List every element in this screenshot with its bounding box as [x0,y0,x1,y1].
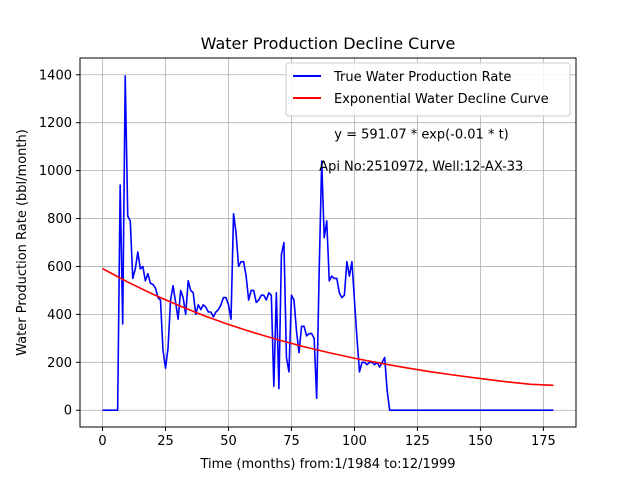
y-tick-label: 1000 [39,164,72,179]
fit-equation-annotation: y = 591.07 * exp(-0.01 * t) [334,128,508,143]
x-tick-label: 0 [98,434,106,449]
y-tick-label: 1400 [39,68,72,83]
x-tick-label: 125 [405,434,430,449]
x-tick-label: 50 [220,434,237,449]
axis-ticks: 0 25 50 75 100 125 150 175 0 200 400 600 800 1000 1200… [39,68,556,449]
y-tick-label: 200 [47,356,72,371]
y-tick-label: 600 [47,260,72,275]
x-tick-label: 150 [468,434,493,449]
chart-title: Water Production Decline Curve [201,34,456,53]
y-tick-label: 1200 [39,116,72,131]
legend-label-decline-curve: Exponential Water Decline Curve [334,92,549,107]
series-decline-curve-line [102,267,554,387]
y-tick-label: 400 [47,308,72,323]
y-tick-label: 800 [47,212,72,227]
y-tick-label: 0 [64,404,72,419]
series-true-rate-line [102,75,554,412]
grid [80,58,576,427]
legend: True Water Production Rate Exponential W… [285,62,571,117]
well-id-annotation: Api No:2510972, Well:12-AX-33 [319,160,523,175]
x-tick-label: 75 [283,434,300,449]
x-axis-label: Time (months) from:1/1984 to:12/1999 [199,457,455,472]
x-tick-label: 175 [531,434,556,449]
legend-box [285,62,571,117]
series-layer [102,75,554,412]
y-axis-label: Water Production Rate (bbl/month) [15,129,30,356]
legend-label-true-rate: True Water Production Rate [333,70,511,85]
plot-frame [79,57,577,428]
annotations: y = 591.07 * exp(-0.01 * t) Api No:251097… [319,128,523,175]
x-tick-label: 100 [342,434,367,449]
x-tick-label: 25 [157,434,174,449]
